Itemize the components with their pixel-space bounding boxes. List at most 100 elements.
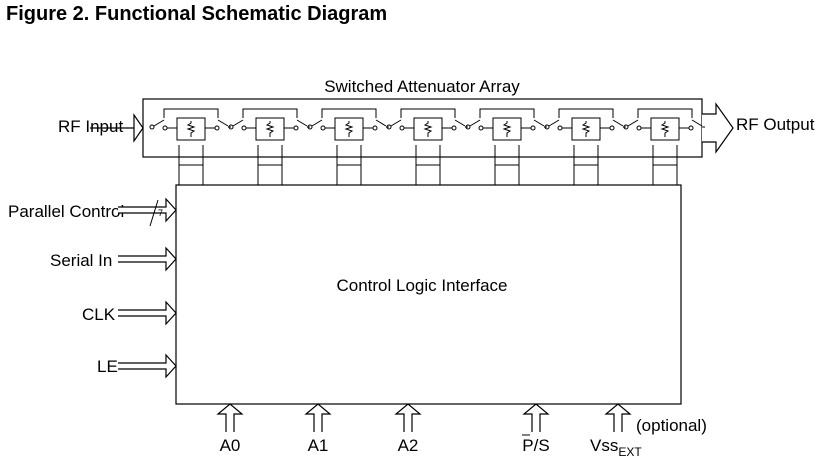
control-line — [257, 164, 283, 185]
clk-label: CLK — [82, 305, 116, 324]
switch-node — [530, 125, 536, 131]
pin-a0-label: A0 — [220, 436, 241, 455]
pin-arrow — [216, 403, 244, 432]
switch-node — [214, 125, 220, 131]
switch-blade — [296, 119, 308, 127]
switch-blade — [454, 119, 466, 127]
attenuator-stage — [623, 108, 705, 141]
pin-arrow — [604, 403, 632, 432]
attenuator-stage — [386, 108, 468, 141]
switch-node — [307, 124, 313, 130]
switch-blade — [469, 119, 481, 127]
input-arrow — [118, 246, 177, 272]
switch-node — [478, 125, 484, 131]
resistor-icon — [581, 121, 591, 137]
le-label: LE — [97, 357, 118, 376]
switch-node — [636, 125, 642, 131]
switch-blade — [311, 119, 323, 127]
input-arrow — [118, 300, 177, 326]
control-logic-block — [175, 184, 682, 405]
pin-arrow — [394, 403, 422, 432]
switch-node — [162, 125, 168, 131]
attenuator-stage — [307, 108, 389, 141]
attenuator-array-label: Switched Attenuator Array — [324, 77, 520, 96]
bypass-path — [242, 108, 298, 118]
switch-blade — [627, 119, 639, 127]
pin-a2-label: A2 — [398, 436, 419, 455]
attenuator-box — [413, 117, 443, 141]
switch-blade — [217, 119, 229, 127]
rf-output-arrow — [702, 102, 734, 154]
switch-blade — [548, 119, 560, 127]
resistor-icon — [186, 121, 196, 137]
switch-node — [465, 124, 471, 130]
resistor-icon — [660, 121, 670, 137]
rf-output-label: RF Output — [736, 115, 815, 134]
switch-node — [623, 124, 629, 130]
switch-node — [241, 125, 247, 131]
pin-vss-label: VssEXT — [590, 436, 642, 459]
rf-input-label: RF Input — [58, 117, 123, 136]
switch-node — [372, 125, 378, 131]
bus-slash — [149, 199, 159, 227]
figure-title: Figure 2. Functional Schematic Diagram — [6, 3, 388, 25]
control-line — [573, 164, 599, 185]
bypass-path — [479, 108, 535, 118]
bottom-pin-arrows — [216, 403, 632, 432]
attenuator-box — [334, 117, 364, 141]
pin-arrow — [304, 403, 332, 432]
attenuator-stage — [228, 108, 310, 141]
bypass-path — [558, 108, 614, 118]
switch-blade — [375, 119, 387, 127]
switch-node — [609, 125, 615, 131]
switch-blade — [691, 119, 703, 127]
vss-optional-label: (optional) — [636, 416, 707, 435]
attenuator-stage — [149, 108, 231, 141]
control-line — [336, 164, 362, 185]
bypass-path — [321, 108, 377, 118]
switch-node — [149, 124, 155, 130]
resistor-icon — [423, 121, 433, 137]
switch-node — [451, 125, 457, 131]
bus-width-label: 7 — [158, 208, 163, 218]
switch-node — [293, 125, 299, 131]
attenuator-box — [571, 117, 601, 141]
attenuator-box — [492, 117, 522, 141]
pin-ps-label: P/S — [522, 436, 549, 455]
bypass-path — [400, 108, 456, 118]
pin-a1-label: A1 — [308, 436, 329, 455]
attenuator-box — [255, 117, 285, 141]
bypass-path — [163, 108, 219, 118]
attenuator-array-block — [142, 98, 703, 158]
switch-blade — [153, 119, 165, 127]
switch-blade — [390, 119, 402, 127]
attenuator-box — [176, 117, 206, 141]
switch-node — [228, 124, 234, 130]
control-bus-lines — [178, 145, 678, 185]
control-line — [652, 164, 678, 185]
attenuator-stage — [465, 108, 547, 141]
switch-blade — [612, 119, 624, 127]
input-arrow — [118, 353, 177, 379]
control-line — [494, 164, 520, 185]
input-arrow — [118, 197, 177, 223]
control-line — [178, 164, 204, 185]
attenuator-stage — [544, 108, 626, 141]
resistor-icon — [344, 121, 354, 137]
left-input-arrows — [118, 197, 177, 379]
switch-node — [399, 125, 405, 131]
resistor-icon — [265, 121, 275, 137]
switch-blade — [232, 119, 244, 127]
resistor-icon — [502, 121, 512, 137]
control-line — [415, 164, 441, 185]
parallel-control-label: Parallel Control — [8, 202, 124, 221]
pin-arrow — [522, 403, 550, 432]
switch-node — [557, 125, 563, 131]
switch-node — [386, 124, 392, 130]
attenuator-box — [650, 117, 680, 141]
control-logic-label: Control Logic Interface — [336, 276, 507, 295]
attenuator-stages — [149, 108, 705, 141]
switch-node — [688, 125, 694, 131]
bypass-path — [637, 108, 693, 118]
